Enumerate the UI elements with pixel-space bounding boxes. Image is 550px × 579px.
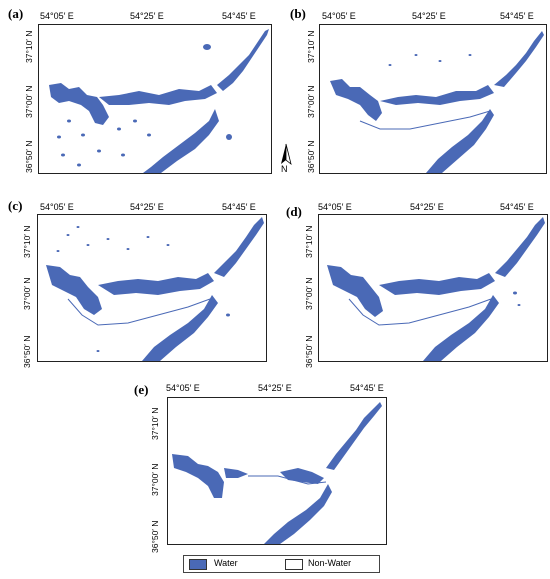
panel-e-lat-tick-2: 37°00′ N [150,463,160,496]
panel-b-lat-tick-1: 37°10′ N [306,30,316,63]
panel-a-lat-tick-3: 36°50′ N [24,140,34,173]
panel-d-lon-tick-1: 54°05′ E [318,202,352,212]
map-legend: Water Non-Water [183,555,380,573]
legend-non-water-label: Non-Water [308,558,352,568]
panel-c-lat-tick-1: 37°10′ N [22,225,32,258]
panel-e-lon-tick-3: 54°45′ E [350,383,384,393]
panel-a-lon-tick-1: 54°05′ E [40,11,74,21]
panel-b-label: (b) [290,6,306,21]
map-panel-a [38,24,272,174]
water-map-e [172,402,382,544]
panel-e-lon-tick-2: 54°25′ E [258,383,292,393]
panel-d-label: (d) [286,204,302,219]
water-map-d [327,217,545,361]
panel-c-lat-tick-2: 37°00′ N [22,277,32,310]
panel-a-lon-tick-3: 54°45′ E [222,11,256,21]
water-map-b [330,31,544,173]
panel-c-lon-tick-2: 54°25′ E [130,202,164,212]
panel-e-lat-tick-1: 37°10′ N [150,407,160,440]
panel-e-lat-tick-3: 36°50′ N [150,520,160,553]
panel-b-lon-tick-3: 54°45′ E [500,11,534,21]
map-panel-e [167,397,387,545]
panel-e-lon-tick-1: 54°05′ E [166,383,200,393]
panel-c-lat-tick-3: 36°50′ N [22,335,32,368]
panel-c-label: (c) [8,198,23,213]
panel-b-lat-tick-2: 37°00′ N [306,85,316,118]
map-panel-b [319,24,547,174]
panel-c-lon-tick-3: 54°45′ E [222,202,256,212]
panel-b-lat-tick-3: 36°50′ N [306,140,316,173]
panel-e-label: (e) [134,382,149,397]
panel-a-lat-tick-1: 37°10′ N [24,30,34,63]
water-swatch [189,559,207,570]
panel-c-lon-tick-1: 54°05′ E [40,202,74,212]
map-panel-c [37,214,267,362]
water-map-c [46,217,264,361]
panel-b-lon-tick-1: 54°05′ E [322,11,356,21]
legend-water-label: Water [214,558,238,568]
map-panel-d [318,214,548,362]
panel-d-lon-tick-2: 54°25′ E [410,202,444,212]
panel-a-lon-tick-2: 54°25′ E [130,11,164,21]
panel-d-lat-tick-1: 37°10′ N [304,225,314,258]
panel-d-lon-tick-3: 54°45′ E [500,202,534,212]
panel-d-lat-tick-3: 36°50′ N [304,335,314,368]
panel-b-lon-tick-2: 54°25′ E [412,11,446,21]
panel-d-lat-tick-2: 37°00′ N [304,277,314,310]
non-water-swatch [285,559,303,570]
north-arrow-label: N [281,164,288,174]
water-map-a [49,29,269,173]
north-arrow-icon [281,143,292,166]
panel-a-lat-tick-2: 37°00′ N [24,85,34,118]
panel-a-label: (a) [8,6,24,21]
